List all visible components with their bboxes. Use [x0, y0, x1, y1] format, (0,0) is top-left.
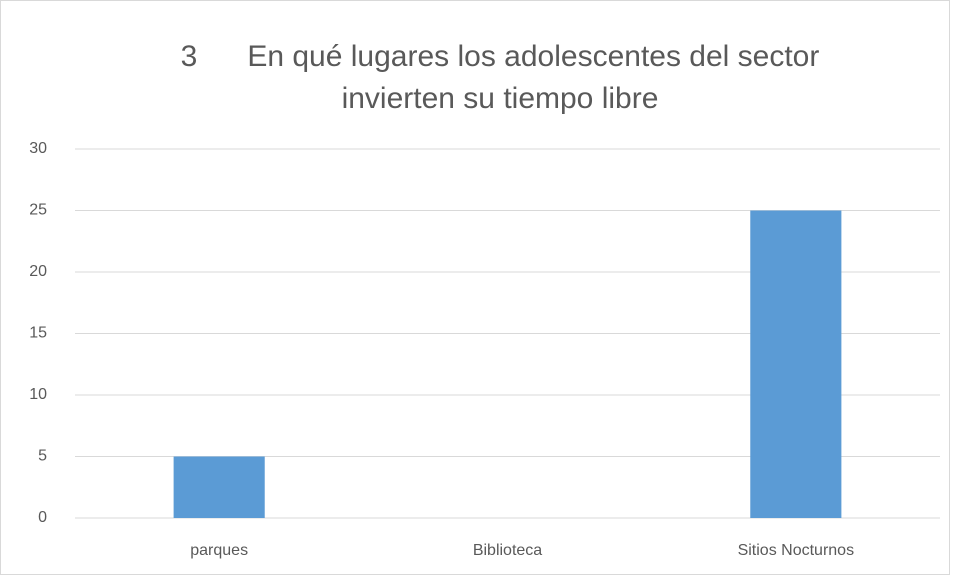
- y-tick-label: 0: [38, 509, 47, 526]
- y-tick-label: 25: [29, 202, 47, 219]
- chart-title: invierten su tiempo libre: [342, 82, 659, 115]
- bar: [750, 210, 842, 518]
- y-tick-label: 10: [29, 386, 47, 403]
- chart-title: 3 En qué lugares los adolescentes del se…: [181, 40, 820, 73]
- x-tick-label: Biblioteca: [473, 542, 542, 559]
- y-tick-label: 30: [29, 140, 47, 157]
- x-tick-label: parques: [190, 542, 248, 559]
- x-tick-label: Sitios Nocturnos: [738, 542, 855, 559]
- y-tick-label: 5: [38, 448, 47, 465]
- bar: [173, 456, 265, 518]
- y-tick-label: 20: [29, 263, 47, 280]
- y-tick-label: 15: [29, 325, 47, 342]
